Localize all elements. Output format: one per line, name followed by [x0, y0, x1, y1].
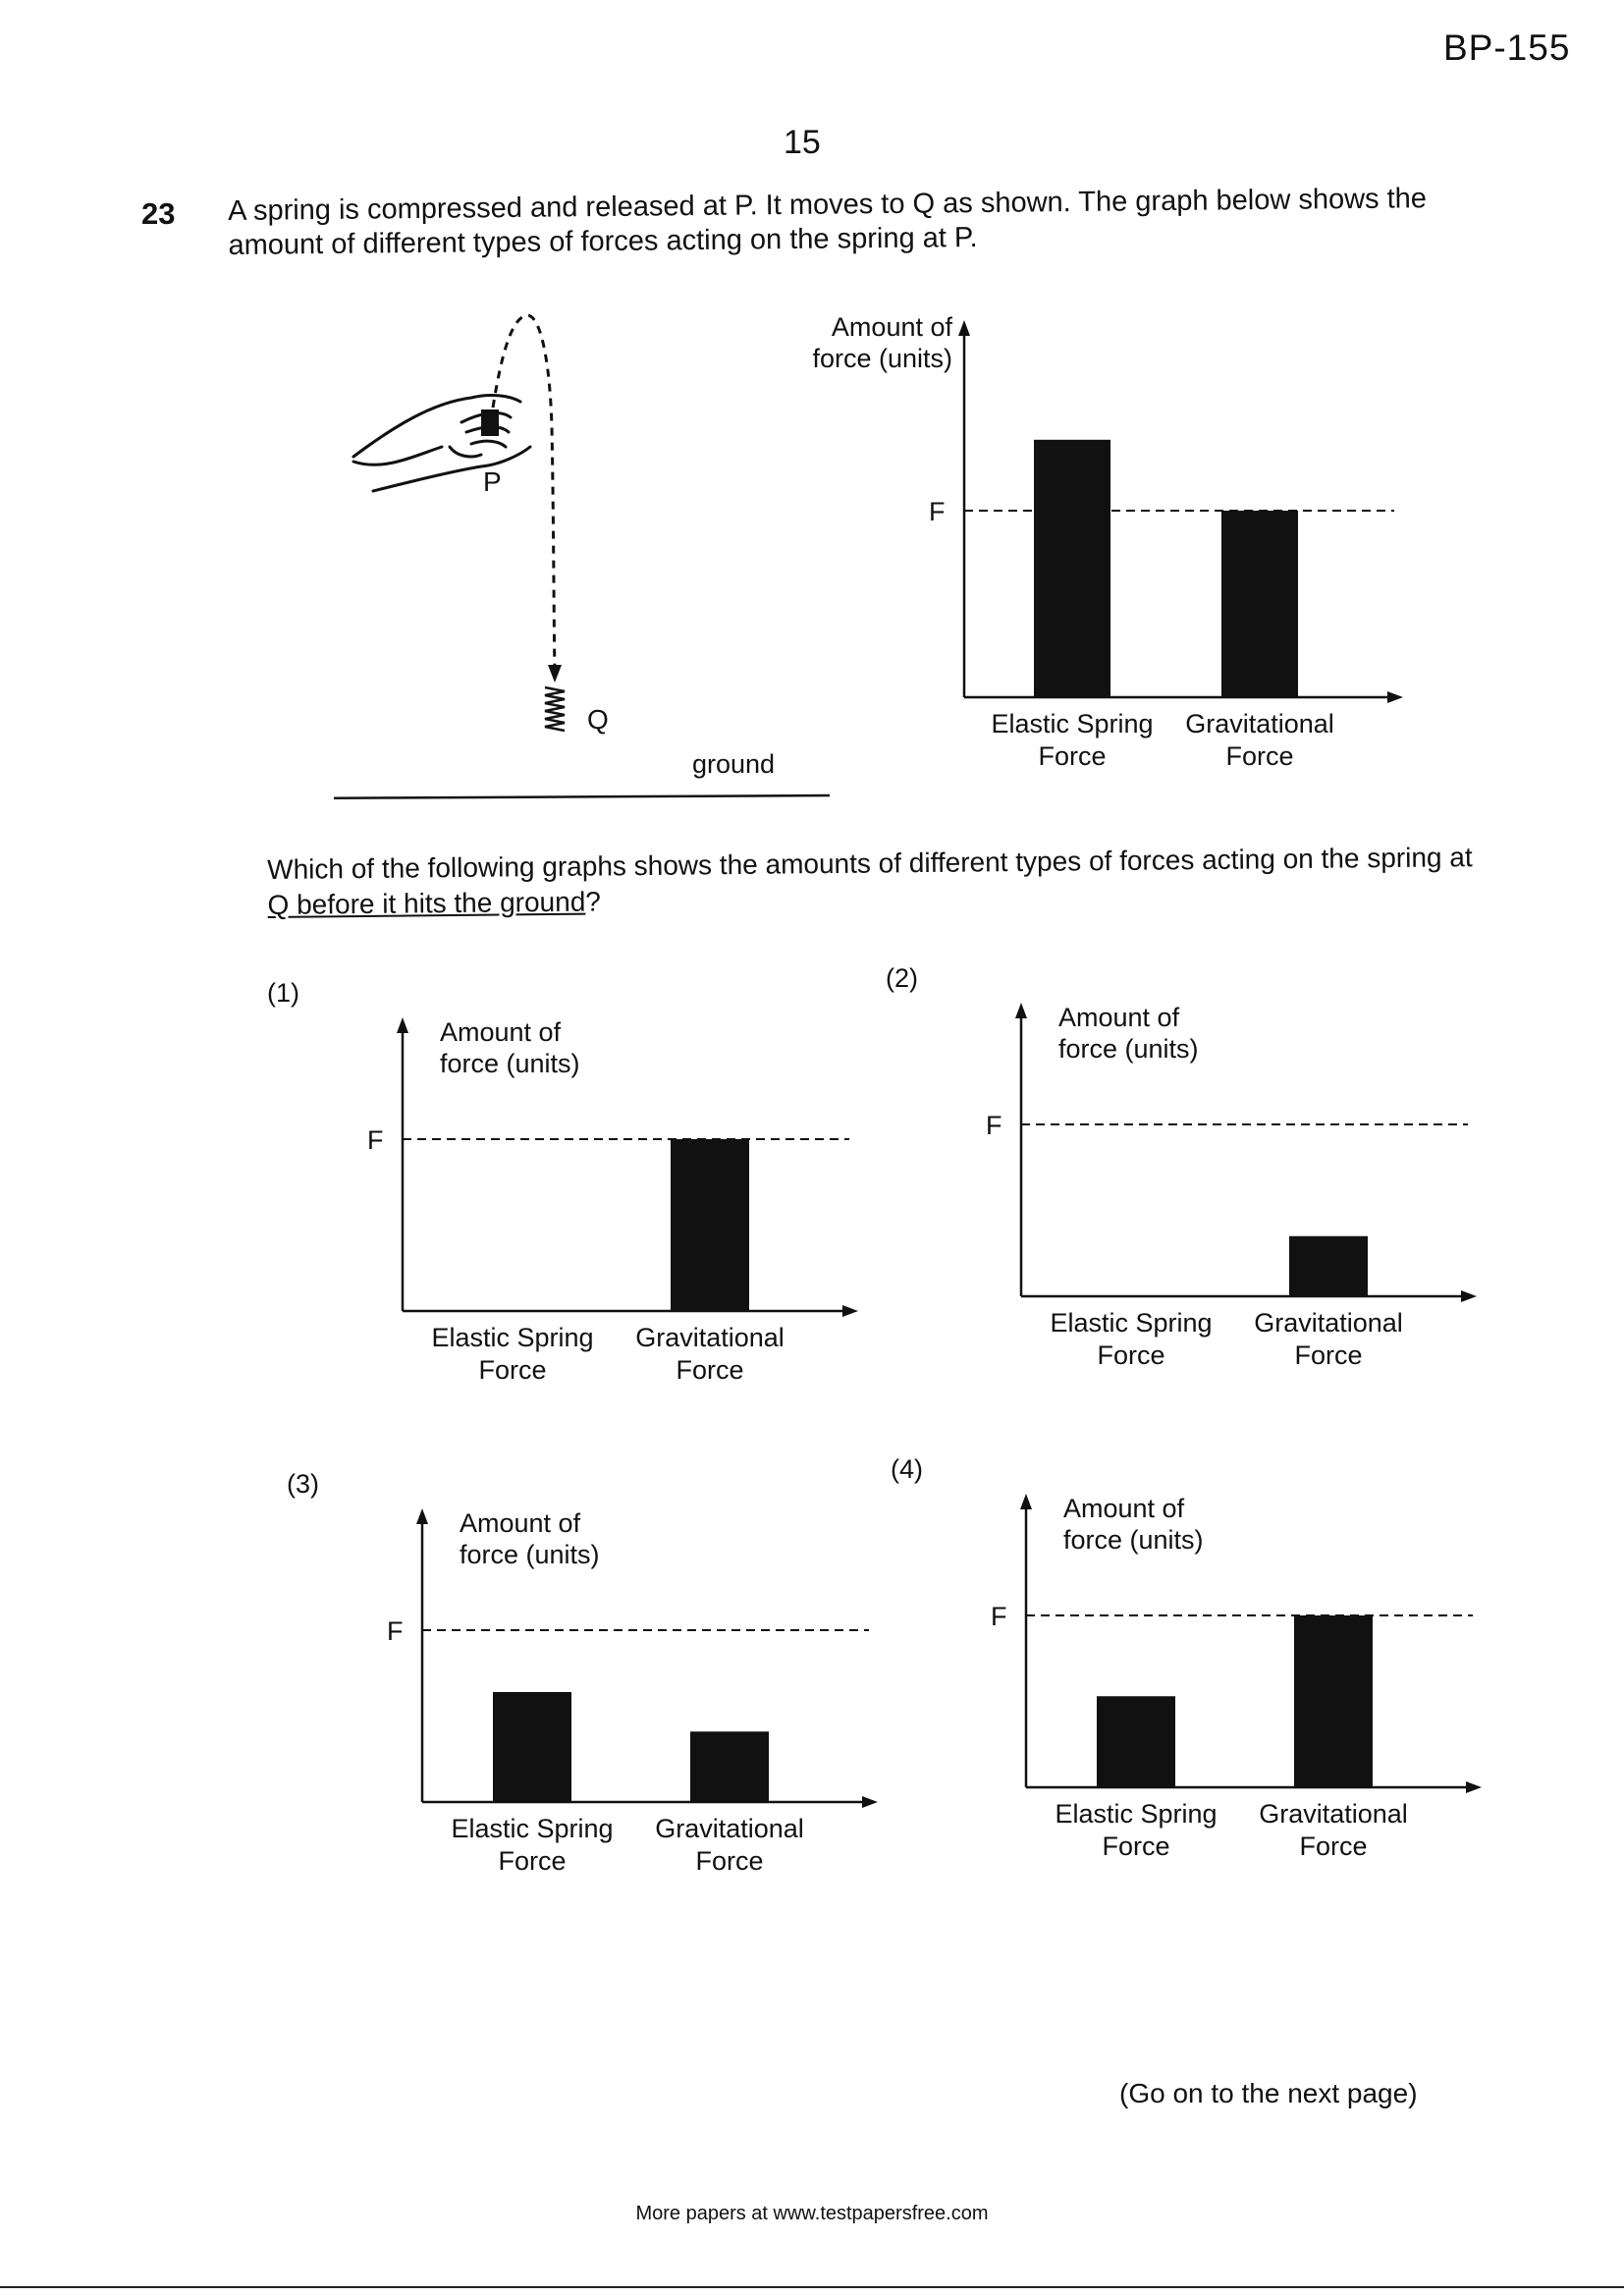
- y-axis-arrow: [1015, 1003, 1027, 1018]
- option-label: (3): [287, 1469, 319, 1499]
- option-4-chart[interactable]: (4) Amount of force (units) F Elastic Spring…: [889, 1449, 1497, 1920]
- y-axis-label: Amount of: [1058, 1003, 1180, 1032]
- bar-1: [1034, 439, 1110, 697]
- bar-2: [690, 1731, 769, 1802]
- bar-2: [671, 1139, 749, 1311]
- bar-2: [1221, 511, 1298, 697]
- page-number: 15: [784, 124, 821, 161]
- category-label: Force: [1038, 741, 1106, 771]
- sub-question-text: Which of the following graphs shows the …: [267, 842, 1473, 885]
- option-2-chart[interactable]: (2) Amount of force (units) F Elastic Spring…: [884, 957, 1492, 1429]
- y-axis-label: Amount of: [460, 1508, 581, 1538]
- category-label: Force: [1225, 741, 1293, 771]
- y-axis-label: Amount of: [440, 1017, 562, 1047]
- y-axis-label: force (units): [460, 1540, 600, 1569]
- reference-line-label: F: [367, 1125, 384, 1155]
- question-number: 23: [141, 196, 176, 231]
- sub-question: Which of the following graphs shows the …: [267, 840, 1495, 923]
- credit-line: More papers at www.testpapersfree.com: [635, 2203, 989, 2224]
- option-label: (1): [267, 978, 299, 1008]
- category-label: Gravitational: [1254, 1308, 1403, 1338]
- bar-1: [1097, 1696, 1175, 1787]
- category-label: Elastic Spring: [451, 1814, 613, 1843]
- category-label: Elastic Spring: [431, 1323, 593, 1352]
- bottom-rule: [0, 2286, 1624, 2288]
- option-label: (2): [886, 963, 918, 993]
- y-axis-arrow: [416, 1508, 428, 1524]
- category-label: Force: [1097, 1340, 1164, 1370]
- bar-1: [493, 1692, 571, 1802]
- category-label: Gravitational: [1259, 1799, 1408, 1829]
- reference-line-label: F: [929, 497, 946, 526]
- trajectory-path: [491, 313, 557, 674]
- paper-code: BP-155: [1443, 27, 1571, 68]
- sub-question-underlined: Q before it hits the ground: [267, 886, 586, 920]
- x-axis-arrow: [1387, 691, 1403, 703]
- category-label: Force: [498, 1846, 566, 1876]
- bar-2: [1289, 1235, 1368, 1296]
- arrow-head: [548, 665, 562, 683]
- y-axis-arrow: [1020, 1494, 1032, 1509]
- y-axis-label: Amount of: [832, 312, 953, 342]
- hand-icon: [352, 393, 532, 493]
- question-stem: A spring is compressed and released at P…: [228, 183, 1428, 261]
- category-label: Elastic Spring: [1055, 1799, 1217, 1829]
- y-axis-label: force (units): [1063, 1525, 1204, 1555]
- category-label: Gravitational: [635, 1323, 785, 1352]
- compressed-spring-at-p: [481, 410, 499, 436]
- sub-question-end: ?: [585, 886, 602, 917]
- reference-line-label: F: [387, 1616, 404, 1646]
- ground-label: ground: [692, 749, 775, 779]
- reference-chart: Amount of force (units) F Elastic Spring For…: [785, 304, 1414, 795]
- option-label: (4): [891, 1454, 923, 1484]
- category-label: Force: [695, 1846, 763, 1876]
- bar-2: [1294, 1615, 1373, 1787]
- reference-line-label: F: [991, 1602, 1007, 1631]
- category-label: Elastic Spring: [1050, 1308, 1212, 1338]
- spring-at-q-icon: [544, 685, 566, 733]
- x-axis-arrow: [1461, 1290, 1477, 1302]
- y-axis-label: force (units): [812, 344, 952, 373]
- category-label: Gravitational: [655, 1814, 804, 1843]
- go-on-note: (Go on to the next page): [1119, 2078, 1418, 2108]
- y-axis-label: force (units): [440, 1049, 580, 1078]
- option-3-chart[interactable]: (3) Amount of force (units) F Elastic Spring…: [285, 1463, 893, 1935]
- y-axis-label: force (units): [1058, 1034, 1199, 1064]
- y-axis-arrow: [397, 1017, 408, 1033]
- x-axis-arrow: [842, 1305, 858, 1317]
- x-axis-arrow: [862, 1796, 878, 1808]
- category-label: Force: [1299, 1831, 1367, 1861]
- y-axis-label: Amount of: [1063, 1494, 1185, 1523]
- ground-line: [334, 793, 831, 800]
- category-label: Elastic Spring: [991, 709, 1153, 738]
- category-label: Force: [478, 1355, 546, 1385]
- spring-path-illustration: P Q ground: [334, 313, 831, 800]
- label-p: P: [483, 466, 502, 497]
- y-axis-arrow: [958, 320, 970, 336]
- category-label: Force: [1294, 1340, 1362, 1370]
- category-label: Gravitational: [1185, 709, 1334, 738]
- option-1-chart[interactable]: (1) Amount of force (units) F Elastic Spring…: [265, 972, 874, 1444]
- category-label: Force: [1102, 1831, 1169, 1861]
- x-axis-arrow: [1466, 1781, 1482, 1793]
- label-q: Q: [587, 704, 609, 735]
- reference-line-label: F: [986, 1111, 1002, 1140]
- category-label: Force: [676, 1355, 743, 1385]
